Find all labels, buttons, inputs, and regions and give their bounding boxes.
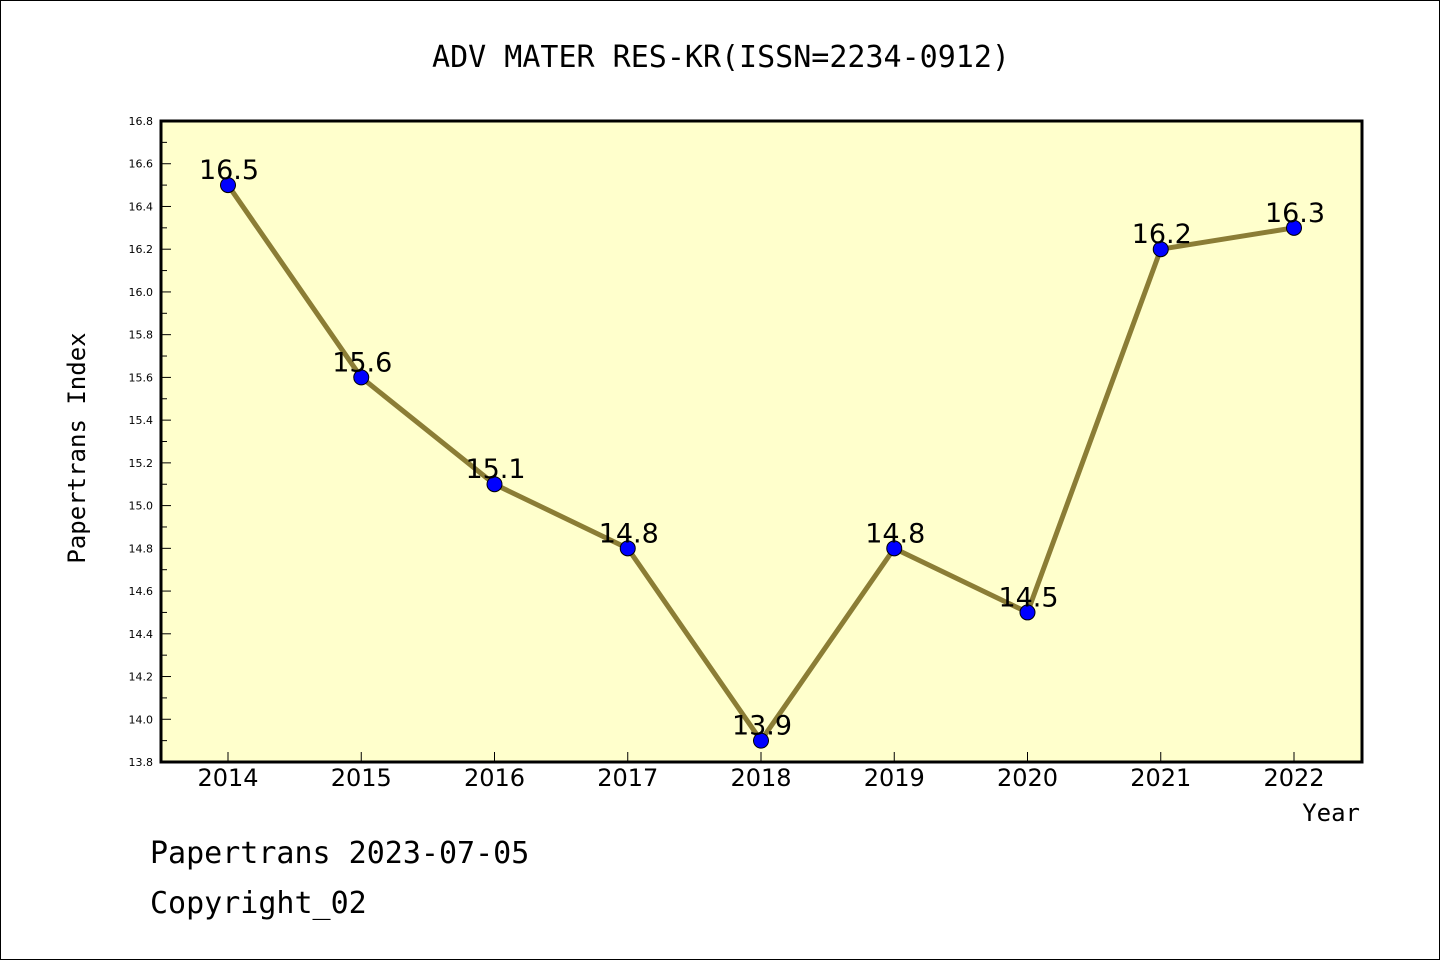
data-labels: 16.5 15.6 15.1 14.8 13.9 14.8 14.5 16.2 16.3	[199, 155, 1325, 742]
data-label: 14.5	[998, 582, 1058, 613]
y-tick-label: 16.6	[129, 158, 154, 171]
y-tick-label: 15.6	[129, 371, 154, 384]
y-tick-label: 15.2	[129, 457, 154, 470]
data-point-marker	[753, 732, 769, 749]
y-tick-label: 14.2	[129, 671, 154, 684]
data-label: 15.1	[465, 454, 525, 485]
y-tick-label: 13.8	[129, 756, 154, 769]
y-tick-label: 16.8	[129, 115, 154, 128]
data-point-marker	[486, 476, 503, 493]
data-label: 14.8	[865, 518, 925, 549]
data-point-marker	[1019, 604, 1036, 621]
y-axis-label: Papertrans Index	[63, 332, 91, 563]
data-point-marker	[220, 177, 236, 194]
data-point-marker	[619, 540, 636, 557]
data-point-marker	[353, 369, 370, 386]
data-label: 14.8	[599, 518, 659, 549]
x-tick-label: 2018	[730, 764, 791, 792]
y-tick-label: 15.4	[129, 414, 154, 427]
footer-source-line: Papertrans 2023-07-05	[150, 836, 530, 871]
x-tick-label: 2019	[864, 764, 925, 792]
x-tick-label: 2022	[1263, 764, 1324, 792]
y-tick-label: 14.0	[129, 713, 154, 726]
footer-copyright-line: Copyright_02	[150, 886, 367, 921]
data-point-marker	[1152, 241, 1169, 258]
x-tick-label: 2021	[1130, 764, 1191, 792]
x-tick-label: 2014	[197, 764, 258, 792]
y-tick-label: 14.4	[129, 628, 154, 641]
data-label: 16.2	[1132, 219, 1192, 250]
data-point-marker	[886, 540, 903, 557]
data-label: 13.9	[732, 711, 792, 742]
x-axis-label: Year	[1302, 799, 1360, 827]
y-tick-label: 16.0	[129, 286, 154, 299]
x-tick-label: 2020	[997, 764, 1058, 792]
y-tick-label: 14.6	[129, 585, 154, 598]
y-tick-label: 16.2	[129, 243, 154, 256]
axis-ticks: 13.8 14.0 14.2 14.4 14.6 14.8 15.0 15.2 15.4 15.6…	[129, 115, 1325, 792]
plot-frame	[159, 119, 1364, 764]
y-tick-label: 15.0	[129, 500, 154, 513]
data-point-marker	[1286, 219, 1302, 236]
data-label: 16.3	[1265, 198, 1325, 229]
y-tick-label: 14.8	[129, 542, 154, 555]
x-tick-label: 2016	[464, 764, 525, 792]
data-label: 15.6	[332, 347, 392, 378]
data-label: 16.5	[199, 155, 259, 186]
plot-area	[161, 121, 1362, 762]
series-line-layer	[220, 177, 1302, 749]
y-tick-label: 15.8	[129, 329, 154, 342]
chart-title: ADV MATER RES-KR(ISSN=2234-0912)	[432, 40, 1010, 75]
y-tick-label: 16.4	[129, 200, 154, 213]
x-tick-label: 2017	[597, 764, 658, 792]
x-tick-label: 2015	[331, 764, 392, 792]
